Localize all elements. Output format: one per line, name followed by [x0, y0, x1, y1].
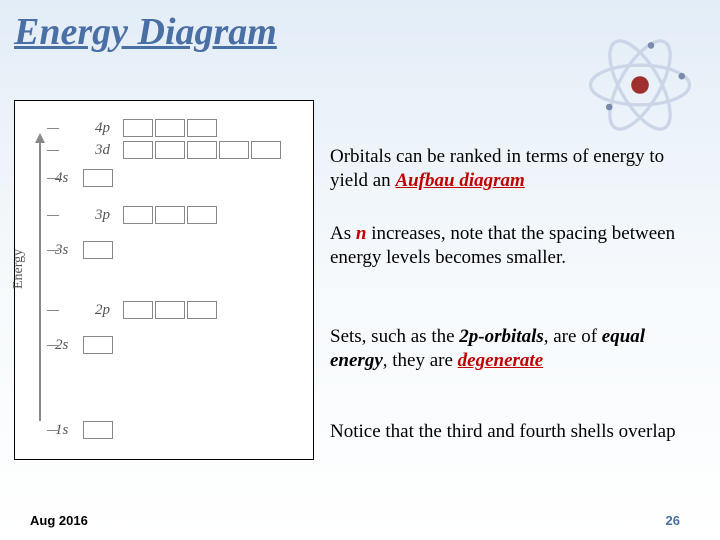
orbital-box	[83, 336, 113, 354]
orbital-3s: 3s	[55, 241, 113, 259]
axis-tick	[47, 150, 59, 151]
y-axis-label: Energy	[11, 249, 27, 289]
orbital-box	[155, 119, 185, 137]
orbital-box	[83, 241, 113, 259]
orbital-4s: 4s	[55, 169, 113, 187]
paragraph-4: Notice that the third and fourth shells …	[330, 420, 700, 444]
page-number: 26	[666, 513, 680, 528]
axis-tick	[47, 215, 59, 216]
orbital-box	[123, 301, 153, 319]
axis-tick	[47, 345, 59, 346]
orbital-2s: 2s	[55, 336, 113, 354]
orbital-box	[219, 141, 249, 159]
orbital-3d: 3d	[95, 141, 281, 159]
orbital-box	[155, 206, 185, 224]
orbital-1s: 1s	[55, 421, 113, 439]
energy-diagram: Energy 4p 3d 4s 3p 3s 2p 2s 1s	[14, 100, 314, 460]
atom-icon	[585, 30, 695, 140]
orbital-box	[155, 301, 185, 319]
energy-axis-arrow	[39, 141, 41, 421]
orbital-label: 4p	[95, 120, 117, 137]
text: Notice that the third and fourth shells …	[330, 421, 676, 442]
text: Sets, such as the	[330, 326, 459, 347]
orbital-box	[123, 141, 153, 159]
degenerate-term: degenerate	[458, 350, 543, 371]
text: As	[330, 223, 356, 244]
orbital-box	[187, 206, 217, 224]
footer-date: Aug 2016	[30, 513, 88, 528]
orbital-box	[187, 119, 217, 137]
orbital-box	[83, 169, 113, 187]
text: , they are	[383, 350, 458, 371]
orbital-label: 3p	[95, 207, 117, 224]
axis-tick	[47, 310, 59, 311]
orbital-label: 3d	[95, 142, 117, 159]
aufbau-term: Aufbau diagram	[395, 170, 524, 191]
orbital-box	[123, 206, 153, 224]
orbital-box	[187, 141, 217, 159]
page-title: Energy Diagram	[14, 10, 277, 54]
orbital-2p: 2p	[95, 301, 217, 319]
paragraph-3: Sets, such as the 2p-orbitals, are of eq…	[330, 325, 700, 373]
orbitals-term: 2p-orbitals	[459, 326, 543, 347]
axis-tick	[47, 250, 59, 251]
orbital-4p: 4p	[95, 119, 217, 137]
axis-tick	[47, 178, 59, 179]
orbital-box	[251, 141, 281, 159]
orbital-box	[83, 421, 113, 439]
paragraph-2: As n increases, note that the spacing be…	[330, 222, 700, 270]
n-term: n	[356, 223, 367, 244]
orbital-label: 2p	[95, 302, 117, 319]
axis-tick	[47, 128, 59, 129]
text: increases, note that the spacing between…	[330, 223, 675, 268]
axis-tick	[47, 430, 59, 431]
orbital-box	[187, 301, 217, 319]
orbital-box	[155, 141, 185, 159]
paragraph-1: Orbitals can be ranked in terms of energ…	[330, 145, 700, 193]
orbital-box	[123, 119, 153, 137]
orbital-3p: 3p	[95, 206, 217, 224]
text: , are of	[544, 326, 602, 347]
